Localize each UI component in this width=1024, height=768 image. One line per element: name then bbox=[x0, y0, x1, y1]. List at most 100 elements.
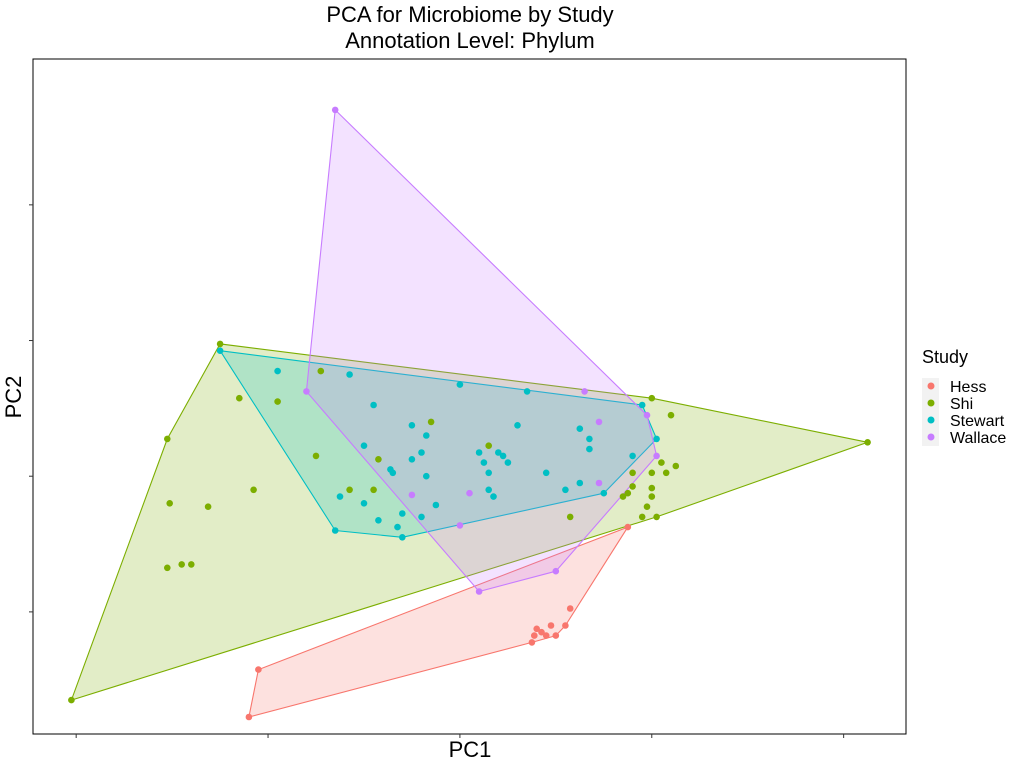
point-wallace bbox=[408, 491, 416, 499]
point-stewart bbox=[523, 388, 531, 395]
point-wallace bbox=[653, 452, 660, 460]
point-stewart bbox=[336, 493, 344, 500]
point-stewart bbox=[346, 371, 353, 378]
point-shi bbox=[204, 503, 212, 511]
point-stewart bbox=[394, 523, 401, 531]
point-shi bbox=[166, 500, 173, 507]
plot-border bbox=[32, 58, 907, 735]
point-hess bbox=[531, 632, 538, 639]
point-wallace bbox=[303, 388, 310, 395]
point-shi bbox=[643, 503, 651, 511]
point-shi bbox=[216, 340, 224, 348]
legend-label-wallace: Wallace bbox=[950, 430, 1006, 447]
tick-layer bbox=[29, 204, 845, 738]
point-shi bbox=[317, 367, 325, 375]
point-stewart bbox=[576, 425, 584, 433]
point-shi bbox=[188, 561, 195, 568]
point-wallace bbox=[466, 489, 473, 497]
point-shi bbox=[68, 696, 75, 704]
point-hess bbox=[533, 625, 540, 633]
point-shi bbox=[648, 484, 656, 492]
point-hess bbox=[624, 523, 632, 531]
point-stewart bbox=[542, 469, 550, 477]
point-stewart bbox=[495, 449, 502, 456]
point-shi bbox=[274, 398, 281, 405]
point-stewart bbox=[499, 452, 507, 460]
point-stewart bbox=[375, 517, 382, 524]
point-stewart bbox=[586, 445, 593, 453]
point-stewart bbox=[418, 513, 425, 521]
point-wallace bbox=[552, 567, 560, 575]
point-hess bbox=[566, 605, 574, 612]
point-stewart bbox=[370, 401, 377, 409]
point-hess bbox=[528, 639, 536, 646]
point-shi bbox=[864, 439, 871, 446]
point-wallace bbox=[475, 588, 483, 595]
point-stewart bbox=[576, 479, 584, 487]
point-hess bbox=[552, 632, 560, 639]
point-stewart bbox=[423, 472, 430, 480]
chart-title: PCA for Microbiome by Study bbox=[326, 2, 613, 27]
point-stewart bbox=[389, 469, 397, 477]
point-shi bbox=[624, 489, 632, 497]
point-wallace bbox=[456, 522, 464, 529]
point-stewart bbox=[432, 501, 440, 509]
point-stewart bbox=[638, 401, 646, 409]
legend-key-wallace bbox=[927, 433, 935, 441]
point-stewart bbox=[629, 452, 636, 460]
point-hess bbox=[538, 628, 545, 636]
point-shi bbox=[236, 394, 243, 402]
point-shi bbox=[619, 493, 627, 500]
point-shi bbox=[653, 513, 660, 521]
point-shi bbox=[250, 486, 257, 494]
point-stewart bbox=[408, 422, 416, 429]
point-shi bbox=[648, 394, 656, 402]
chart-subtitle: Annotation Level: Phylum bbox=[345, 28, 595, 53]
point-shi bbox=[485, 442, 493, 450]
point-stewart bbox=[653, 435, 660, 443]
point-shi bbox=[164, 564, 171, 572]
point-shi bbox=[375, 456, 382, 463]
point-wallace bbox=[643, 411, 651, 419]
point-shi bbox=[346, 486, 353, 494]
point-layer bbox=[68, 106, 871, 721]
point-stewart bbox=[504, 459, 512, 466]
point-hess bbox=[255, 666, 262, 673]
point-wallace bbox=[595, 479, 603, 487]
point-stewart bbox=[586, 435, 593, 443]
point-hess bbox=[562, 622, 569, 629]
point-stewart bbox=[399, 534, 406, 541]
point-shi bbox=[667, 411, 675, 419]
point-stewart bbox=[562, 486, 569, 494]
legend-label-hess: Hess bbox=[950, 379, 986, 396]
point-stewart bbox=[485, 486, 493, 494]
y-axis-label: PC2 bbox=[1, 376, 26, 419]
point-shi bbox=[648, 469, 656, 477]
point-stewart bbox=[485, 469, 493, 477]
point-shi bbox=[658, 459, 665, 466]
legend-key-hess bbox=[927, 382, 935, 390]
legend-key-stewart bbox=[927, 416, 935, 424]
point-stewart bbox=[475, 449, 483, 456]
point-stewart bbox=[360, 442, 368, 450]
point-stewart bbox=[216, 347, 224, 355]
point-stewart bbox=[408, 456, 416, 463]
point-stewart bbox=[331, 527, 339, 534]
point-wallace bbox=[595, 418, 603, 426]
point-hess bbox=[547, 622, 555, 629]
point-shi bbox=[566, 513, 574, 521]
point-stewart bbox=[423, 432, 430, 439]
point-shi bbox=[312, 452, 320, 460]
legend-title: Study bbox=[922, 347, 968, 367]
legend-label-shi: Shi bbox=[950, 396, 973, 413]
legend-key-shi bbox=[927, 399, 935, 407]
point-shi bbox=[648, 493, 656, 500]
plot-background bbox=[33, 59, 906, 734]
point-stewart bbox=[399, 510, 406, 517]
point-stewart bbox=[274, 367, 281, 375]
point-stewart bbox=[360, 500, 368, 507]
point-shi bbox=[629, 469, 636, 477]
point-shi bbox=[164, 435, 171, 443]
